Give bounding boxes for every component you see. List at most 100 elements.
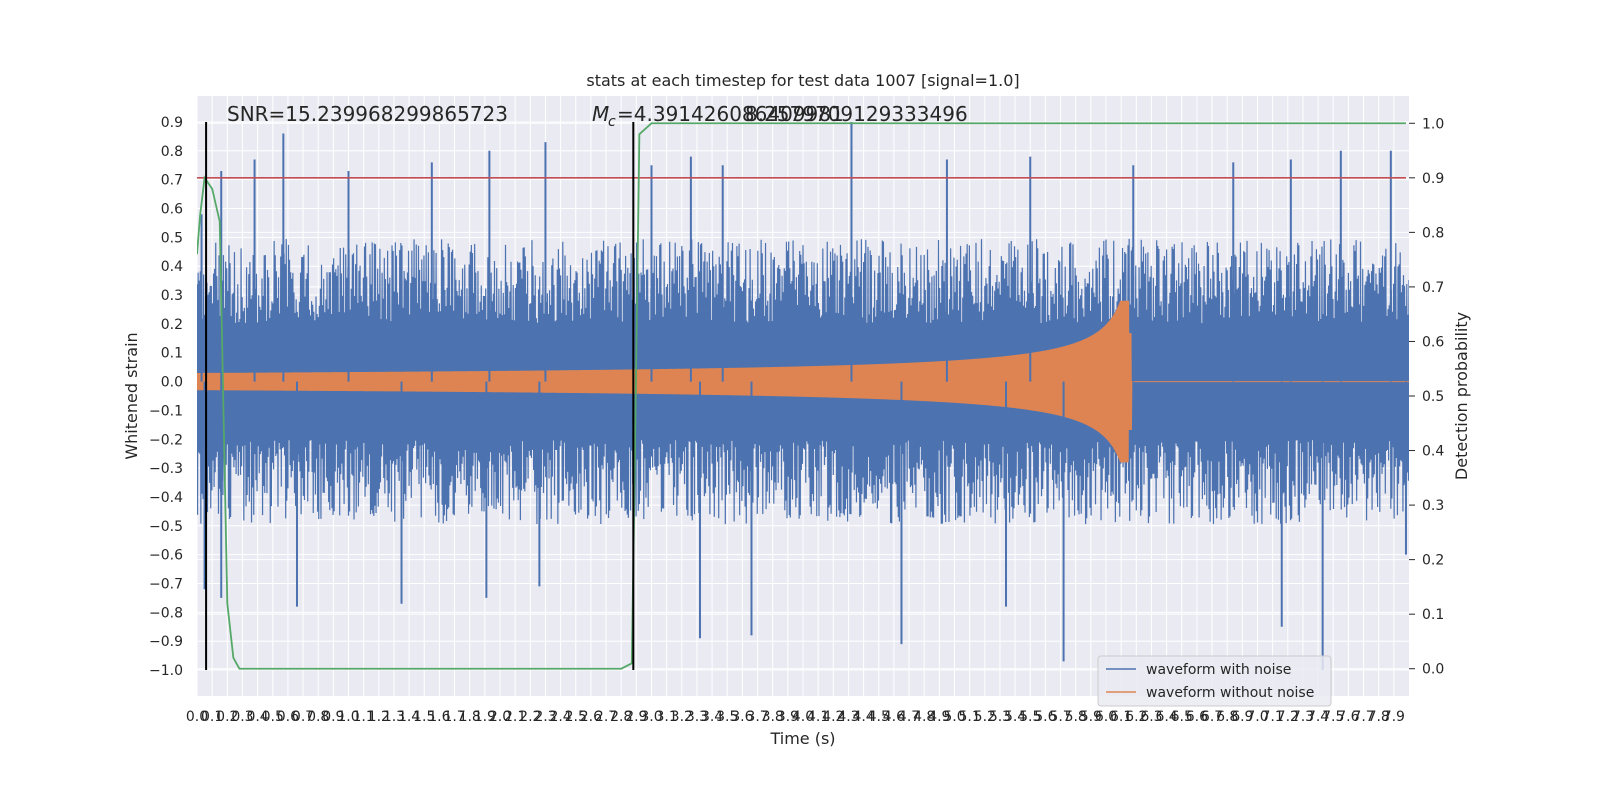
x-tick-label: 0.3 — [231, 709, 253, 725]
y-tick-label: 0.1 — [161, 346, 183, 362]
x-tick-label: 6.9 — [1231, 709, 1253, 725]
y-tick-label: 0.3 — [161, 288, 183, 304]
x-tick-label: 2.3 — [534, 709, 556, 725]
y-tick-label: −0.2 — [149, 432, 183, 448]
x-tick-label: 5.2 — [974, 709, 996, 725]
y-tick-label: −0.8 — [149, 605, 183, 621]
x-tick-label: 1.4 — [398, 709, 420, 725]
x-axis-ticks: 0.00.10.20.30.40.50.60.70.80.91.01.11.21… — [186, 709, 1405, 725]
x-tick-label: 6.5 — [1171, 709, 1193, 725]
y-tick-label: 0.6 — [161, 202, 183, 218]
x-tick-label: 5.1 — [959, 709, 981, 725]
y-tick-label: 0.5 — [161, 230, 183, 246]
x-tick-label: 1.1 — [353, 709, 375, 725]
y-right-tick-label: 0.7 — [1422, 280, 1444, 296]
x-tick-label: 1.0 — [337, 709, 359, 725]
x-tick-label: 4.5 — [868, 709, 890, 725]
x-tick-label: 6.2 — [1125, 709, 1147, 725]
x-tick-label: 3.4 — [701, 709, 723, 725]
mc-annotation-symbol: M — [592, 102, 609, 126]
y-tick-label: −0.9 — [149, 634, 183, 650]
chart-title: stats at each timestep for test data 100… — [586, 71, 1019, 90]
x-tick-label: 1.7 — [443, 709, 465, 725]
x-tick-label: 6.8 — [1216, 709, 1238, 725]
x-tick-label: 7.8 — [1368, 709, 1390, 725]
overlap-annotation: 8.2579709129333496 — [745, 102, 968, 126]
x-tick-label: 0.7 — [292, 709, 314, 725]
x-tick-label: 4.4 — [852, 709, 874, 725]
x-tick-label: 1.9 — [474, 709, 496, 725]
x-tick-label: 1.6 — [428, 709, 450, 725]
x-tick-label: 4.7 — [898, 709, 920, 725]
y-right-tick-label: 0.9 — [1422, 171, 1444, 187]
x-tick-label: 2.6 — [580, 709, 602, 725]
x-tick-label: 3.8 — [762, 709, 784, 725]
x-tick-label: 5.3 — [989, 709, 1011, 725]
x-tick-label: 6.1 — [1110, 709, 1132, 725]
x-tick-label: 3.9 — [777, 709, 799, 725]
y-tick-label: 0.0 — [161, 375, 183, 391]
event-markers — [205, 121, 635, 671]
x-tick-label: 2.1 — [504, 709, 526, 725]
y-axis-label: Whitened strain — [122, 332, 141, 459]
x-tick-label: 7.4 — [1307, 709, 1329, 725]
mc-annotation-subscript: c — [608, 114, 616, 130]
y-right-tick-label: 0.5 — [1422, 389, 1444, 405]
y-tick-label: 0.9 — [161, 115, 183, 131]
x-tick-label: 5.9 — [1080, 709, 1102, 725]
x-tick-label: 0.4 — [246, 709, 268, 725]
y-right-tick-label: 0.0 — [1422, 662, 1444, 678]
y-right-tick-label: 0.8 — [1422, 225, 1444, 241]
x-tick-label: 4.9 — [928, 709, 950, 725]
y-axis-ticks: 0.9 0.8 0.7 0.6 0.5 0.4 0.3 0.2 0.1 0.0 −0.1 −0.2 −0… — [149, 115, 183, 679]
x-tick-label: 5.4 — [1004, 709, 1026, 725]
x-tick-label: 5.8 — [1065, 709, 1087, 725]
x-tick-label: 0.8 — [307, 709, 329, 725]
x-tick-label: 3.3 — [686, 709, 708, 725]
x-tick-label: 4.1 — [807, 709, 829, 725]
y-right-tick-label: 0.1 — [1422, 607, 1444, 623]
x-tick-label: 4.0 — [792, 709, 814, 725]
x-tick-label: 1.8 — [459, 709, 481, 725]
x-tick-label: 0.9 — [322, 709, 344, 725]
legend-label-clean: waveform without noise — [1146, 685, 1314, 701]
y-tick-label: −0.6 — [149, 548, 183, 564]
y-right-tick-label: 0.4 — [1422, 444, 1444, 460]
x-tick-label: 3.0 — [640, 709, 662, 725]
x-tick-label: 2.7 — [595, 709, 617, 725]
x-tick-label: 7.6 — [1337, 709, 1359, 725]
series-waveform-without-noise — [197, 300, 1409, 463]
y-tick-label: −0.5 — [149, 519, 183, 535]
x-tick-label: 0.2 — [216, 709, 238, 725]
y-tick-label: 0.4 — [161, 259, 183, 275]
x-tick-label: 1.3 — [383, 709, 405, 725]
y-right-tick-label: 0.3 — [1422, 498, 1444, 514]
x-tick-label: 3.6 — [731, 709, 753, 725]
x-tick-label: 7.2 — [1277, 709, 1299, 725]
x-tick-label: 2.0 — [489, 709, 511, 725]
series-waveform-with-noise — [197, 238, 1409, 525]
x-tick-label: 6.6 — [1186, 709, 1208, 725]
x-tick-label: 6.3 — [1140, 709, 1162, 725]
x-tick-label: 7.7 — [1352, 709, 1374, 725]
x-tick-label: 2.8 — [610, 709, 632, 725]
x-tick-label: 4.8 — [913, 709, 935, 725]
y-tick-label: −0.4 — [149, 490, 183, 506]
y-right-tick-label: 0.6 — [1422, 334, 1444, 350]
y-tick-label: −0.1 — [149, 403, 183, 419]
x-tick-label: 7.0 — [1246, 709, 1268, 725]
x-tick-label: 2.5 — [565, 709, 587, 725]
x-tick-label: 5.7 — [1049, 709, 1071, 725]
y-right-tick-label: 1.0 — [1422, 116, 1444, 132]
x-tick-label: 3.2 — [671, 709, 693, 725]
x-tick-label: 2.9 — [625, 709, 647, 725]
x-tick-label: 3.7 — [746, 709, 768, 725]
legend-label-noise: waveform with noise — [1146, 662, 1291, 678]
y-right-axis-ticks: 1.0 0.9 0.8 0.7 0.6 0.5 0.4 0.3 0.2 0.1 0.0 — [1409, 116, 1444, 678]
x-tick-label: 3.5 — [716, 709, 738, 725]
x-tick-label: 4.3 — [837, 709, 859, 725]
x-axis-label: Time (s) — [769, 729, 835, 748]
x-tick-label: 6.7 — [1201, 709, 1223, 725]
snr-annotation: SNR=15.239968299865723 — [227, 102, 508, 126]
